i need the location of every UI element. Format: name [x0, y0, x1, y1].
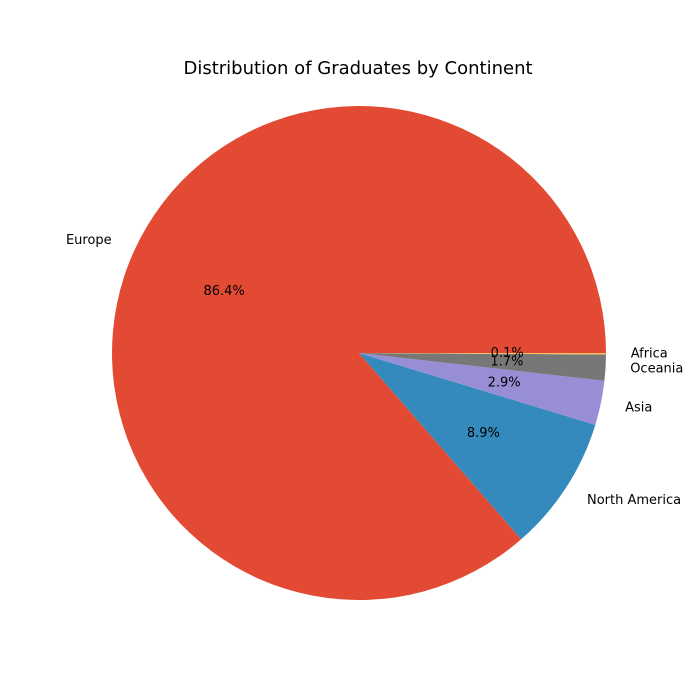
chart-title: Distribution of Graduates by Continent: [183, 58, 533, 79]
pie-slice-europe: [112, 106, 606, 601]
pie-slice-oceania: [359, 353, 606, 381]
slice-percent-oceania: 1.7%: [490, 354, 523, 369]
slice-label-oceania: Oceania: [630, 362, 683, 377]
slice-label-asia: Asia: [625, 401, 652, 416]
pie-slice-asia: [359, 353, 605, 425]
slice-percent-north-america: 8.9%: [467, 426, 500, 441]
slice-percent-europe: 86.4%: [203, 284, 244, 299]
pie-slice-africa: [359, 353, 607, 355]
slice-percent-asia: 2.9%: [488, 376, 521, 391]
slice-percent-africa: 0.1%: [491, 346, 524, 361]
slice-label-north-america: North America: [587, 493, 681, 508]
slice-label-africa: Africa: [631, 346, 668, 361]
slice-percent-labels: 86.4% 8.9% 2.9% 1.7%0.1%: [203, 284, 523, 441]
pie-slice-north-america: [359, 353, 596, 540]
pie-slices: [112, 106, 607, 601]
slice-label-europe: Europe: [66, 233, 112, 248]
